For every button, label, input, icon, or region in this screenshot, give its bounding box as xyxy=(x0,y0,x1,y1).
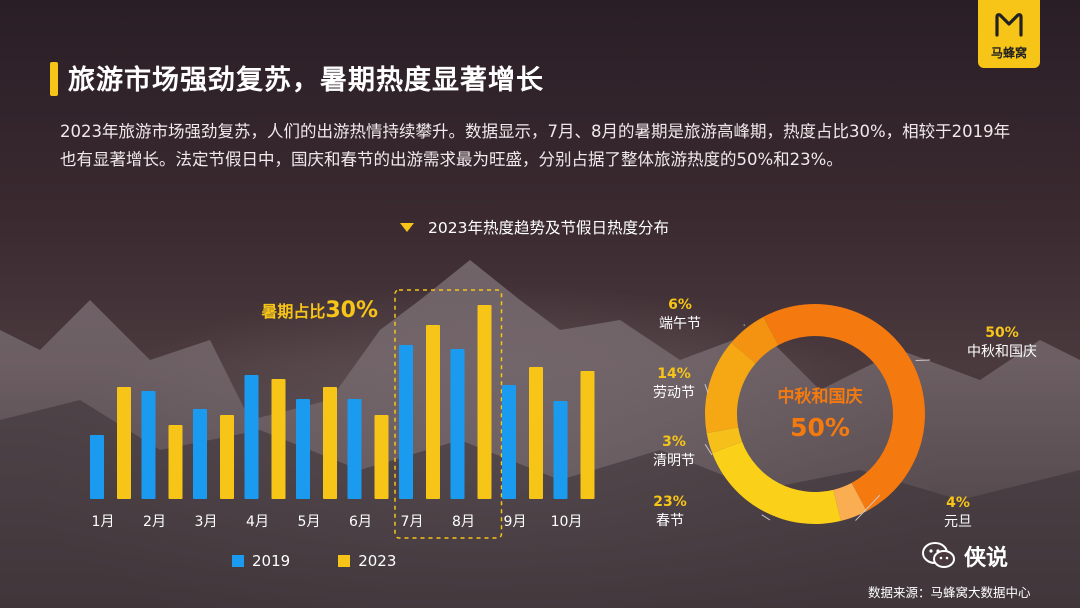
donut-slice-1 xyxy=(763,304,925,512)
x-tick-label: 9月 xyxy=(504,514,527,530)
x-tick-label: 10月 xyxy=(551,514,583,530)
x-tick-label: 4月 xyxy=(246,514,269,530)
bar-2019-5 xyxy=(296,399,310,499)
legend-label-2023: 2023 xyxy=(358,552,397,570)
slice-pct-label: 3% xyxy=(662,434,686,450)
summer-share-value: 30% xyxy=(325,298,378,323)
bar-2023-3 xyxy=(220,415,234,499)
data-source: 数据来源：马蜂窝大数据中心 xyxy=(868,585,1031,600)
slice-pct-label: 14% xyxy=(657,366,691,382)
x-tick-label: 8月 xyxy=(452,514,475,530)
x-tick-label: 2月 xyxy=(143,514,166,530)
slice-pct-label: 4% xyxy=(946,495,970,511)
bar-2023-6 xyxy=(374,415,389,499)
logo-text: 马蜂窝 xyxy=(990,46,1027,60)
slice-name-label: 中秋和国庆 xyxy=(967,344,1037,360)
summer-share-label: 暑期占比 xyxy=(260,302,325,321)
bar-2019-7 xyxy=(399,345,413,499)
bar-2023-10 xyxy=(580,371,595,499)
bar-2019-2 xyxy=(141,391,156,499)
bar-2019-3 xyxy=(193,409,207,499)
slice-name-label: 春节 xyxy=(656,513,684,529)
bar-2023-8 xyxy=(477,305,492,499)
slice-leader-line xyxy=(704,383,709,394)
x-tick-label: 7月 xyxy=(401,514,424,530)
m-logo-icon xyxy=(995,13,1023,37)
x-tick-label: 6月 xyxy=(349,514,372,530)
bar-2019-6 xyxy=(347,399,362,499)
bar-2023-7 xyxy=(426,325,440,499)
bar-2023-1 xyxy=(117,387,131,499)
slice-leader-line xyxy=(704,444,713,456)
donut-center-value: 50% xyxy=(790,413,850,442)
donut-slice-6 xyxy=(731,316,779,364)
title-accent-bar xyxy=(50,62,58,96)
x-tick-label: 1月 xyxy=(92,514,115,530)
wechat-account-name: 侠说 xyxy=(964,546,1009,571)
bar-2019-4 xyxy=(244,375,259,499)
bar-2023-4 xyxy=(271,379,286,499)
page-title: 旅游市场强劲复苏，暑期热度显著增长 xyxy=(68,65,544,96)
bar-2023-5 xyxy=(323,387,337,499)
donut-slice-3 xyxy=(712,441,841,524)
wechat-icon xyxy=(922,542,955,568)
x-tick-label: 3月 xyxy=(195,514,218,530)
legend-item-2019: 2019 xyxy=(232,552,290,570)
slice-name-label: 端午节 xyxy=(659,316,701,332)
legend-item-2023: 2023 xyxy=(338,552,396,570)
summer-share-annotation: 暑期占比30% xyxy=(260,298,378,323)
slice-name-label: 清明节 xyxy=(653,453,695,469)
donut-slice-2 xyxy=(833,482,867,521)
slice-leader-line xyxy=(855,494,881,521)
bar-2019-9 xyxy=(502,385,516,499)
legend-label-2019: 2019 xyxy=(252,552,291,570)
bar-2023-9 xyxy=(529,367,543,499)
slice-name-label: 元旦 xyxy=(944,514,972,530)
wechat-badge: 侠说 xyxy=(922,540,1008,572)
x-tick-label: 5月 xyxy=(298,514,321,530)
donut-slice-5 xyxy=(705,342,756,434)
legend-swatch-2023 xyxy=(338,555,351,567)
bar-2023-2 xyxy=(168,425,183,499)
chart-heading-text: 2023年热度趋势及节假日热度分布 xyxy=(428,219,669,237)
triangle-down-icon xyxy=(400,222,414,232)
slice-pct-label: 6% xyxy=(668,297,692,313)
chart-heading: 2023年热度趋势及节假日热度分布 xyxy=(400,216,669,238)
donut-center-label: 中秋和国庆 xyxy=(778,386,863,407)
bar-2019-10 xyxy=(553,401,568,499)
slice-leader-line xyxy=(761,514,771,521)
legend-swatch-2019 xyxy=(232,555,244,567)
bar-legend: 2019 2023 xyxy=(232,552,396,570)
description-text: 2023年旅游市场强劲复苏，人们的出游热情持续攀升。数据显示，7月、8月的暑期是… xyxy=(60,122,1011,169)
bar-2019-1 xyxy=(90,435,104,499)
slice-pct-label: 23% xyxy=(653,494,687,510)
brand-logo: 马蜂窝 xyxy=(978,0,1040,68)
bar-2019-8 xyxy=(450,349,465,499)
donut-slice-4 xyxy=(706,427,743,454)
slice-pct-label: 50% xyxy=(985,325,1019,341)
summer-highlight-box xyxy=(394,289,503,539)
slice-name-label: 劳动节 xyxy=(653,385,695,401)
